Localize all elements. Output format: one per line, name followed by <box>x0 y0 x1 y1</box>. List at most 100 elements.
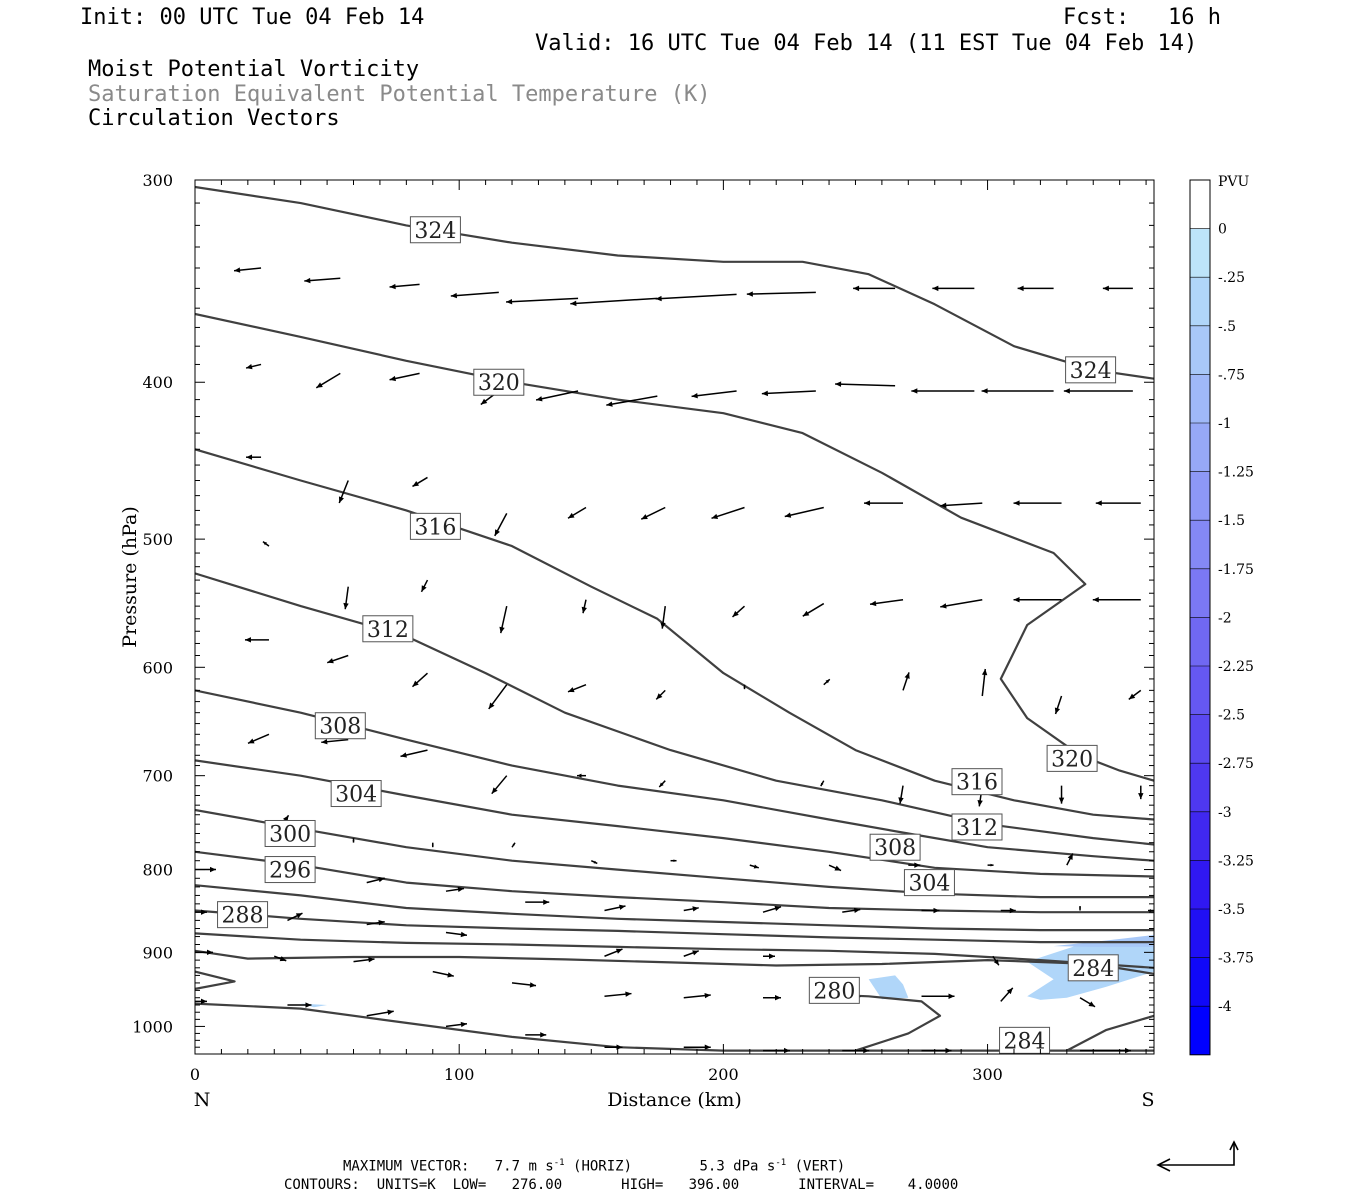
vector-shaft <box>606 395 658 406</box>
vector-head <box>990 863 994 867</box>
contour-line <box>195 850 1154 914</box>
circulation-vector <box>691 390 737 399</box>
vector-head <box>746 291 753 297</box>
vector-head <box>499 626 505 634</box>
colorbar: PVU 0 -.25 -.5 -.75 -1 -1.25 -1.5 -1.75 -2 -2.25 -2… <box>1189 174 1254 1056</box>
vector-head <box>529 982 537 988</box>
circulation-vector <box>1000 907 1016 914</box>
circulation-vector <box>743 684 746 690</box>
contour-label: 300 <box>269 822 311 847</box>
circulation-vector <box>343 586 349 610</box>
vector-head <box>1079 906 1082 909</box>
vector-head <box>368 957 375 963</box>
vector-head <box>911 388 918 394</box>
vector-head <box>692 906 699 912</box>
vector-head <box>480 398 488 405</box>
colorbar-label: -3 <box>1218 805 1232 821</box>
vector-shaft <box>691 390 737 398</box>
vector-head <box>316 382 323 388</box>
colorbar-label: -3.75 <box>1218 951 1254 967</box>
circulation-vector <box>655 689 666 700</box>
vector-head <box>1095 500 1102 506</box>
circulation-vector <box>389 372 420 382</box>
contour-line <box>195 689 1154 862</box>
circulation-vector <box>1054 695 1063 715</box>
circulation-vector <box>732 605 746 618</box>
circulation-vector <box>940 598 983 609</box>
circulation-vector <box>431 842 434 848</box>
circulation-vector <box>1066 853 1074 866</box>
circulation-vector <box>488 684 508 710</box>
circulation-vector <box>244 637 269 643</box>
vector-head <box>904 672 910 679</box>
vector-head <box>660 622 666 629</box>
contour-line <box>195 808 1154 899</box>
colorbar-label: -1.25 <box>1218 465 1254 481</box>
circulation-vector <box>245 363 262 370</box>
vector-head <box>825 679 830 684</box>
vector-head <box>692 950 699 956</box>
contour-labels: 324 324 320 320 316 316 312 312 308 308 304 304 300 2… <box>217 216 1119 1054</box>
circulation-vector <box>921 993 955 999</box>
circulation-vector <box>525 899 550 905</box>
vector-head <box>769 953 776 959</box>
circulation-vector <box>195 998 207 1005</box>
contour-label-box <box>951 768 1003 796</box>
x-tick-label: 300 <box>972 1065 1003 1084</box>
vector-shaft <box>655 293 737 300</box>
circulation-vector <box>321 738 349 745</box>
circulation-vector <box>828 864 842 872</box>
vector-head <box>1054 707 1060 715</box>
contour-label: 320 <box>478 371 520 396</box>
vector-head <box>460 931 467 938</box>
mpv-shade-1 <box>868 975 909 1000</box>
contour-label: 308 <box>319 715 361 740</box>
vector-head <box>201 909 207 915</box>
circulation-vector <box>683 992 711 999</box>
circulation-vector <box>315 372 341 389</box>
vector-head <box>1138 793 1144 800</box>
circulation-vector <box>567 506 587 519</box>
vector-head <box>914 862 921 868</box>
circulation-vector <box>658 780 666 788</box>
vector-head <box>835 381 842 387</box>
circulation-vector <box>366 1009 394 1017</box>
reference-vector-arrowhead-up <box>1229 1140 1239 1151</box>
circulation-vector <box>932 285 975 292</box>
contour-label: 324 <box>414 219 456 244</box>
circulation-vector <box>683 950 700 957</box>
mpv-shade-3 <box>1053 935 1154 947</box>
colorbar-label: -1 <box>1218 416 1232 432</box>
circulation-vector <box>670 859 677 863</box>
vector-head <box>491 787 498 794</box>
circulation-vector <box>921 1047 952 1054</box>
circulation-vector <box>233 267 262 273</box>
vector-head <box>581 606 587 614</box>
reference-vector-arrowhead-left <box>1156 1158 1171 1172</box>
shaded-mpv-layer <box>300 935 1154 1008</box>
contour-label: 316 <box>956 771 998 796</box>
circulation-vector <box>987 863 994 867</box>
vector-head <box>457 886 464 893</box>
circulation-vector <box>1063 388 1133 394</box>
vector-head <box>536 396 543 402</box>
circulation-vector <box>581 599 587 614</box>
circulation-vector <box>590 860 598 865</box>
vector-head <box>327 658 334 664</box>
vector-head <box>543 899 550 905</box>
vector-layer <box>195 267 1154 1054</box>
vector-head <box>834 865 842 871</box>
circulation-vector <box>711 506 745 520</box>
vector-head <box>570 300 577 307</box>
vector-head <box>247 738 255 744</box>
max-vector-label: MAXIMUM VECTOR: <box>343 1158 470 1175</box>
contour-label: 304 <box>908 872 950 897</box>
circulation-vector <box>511 982 537 988</box>
circulation-vector <box>749 864 760 869</box>
vector-head <box>207 949 213 956</box>
vector-head <box>1063 388 1070 394</box>
horiz-max: 7.7 m s <box>494 1158 554 1175</box>
vector-head <box>704 992 711 999</box>
colorbar-label: -3.5 <box>1218 902 1245 918</box>
circulation-vector <box>525 1032 547 1038</box>
